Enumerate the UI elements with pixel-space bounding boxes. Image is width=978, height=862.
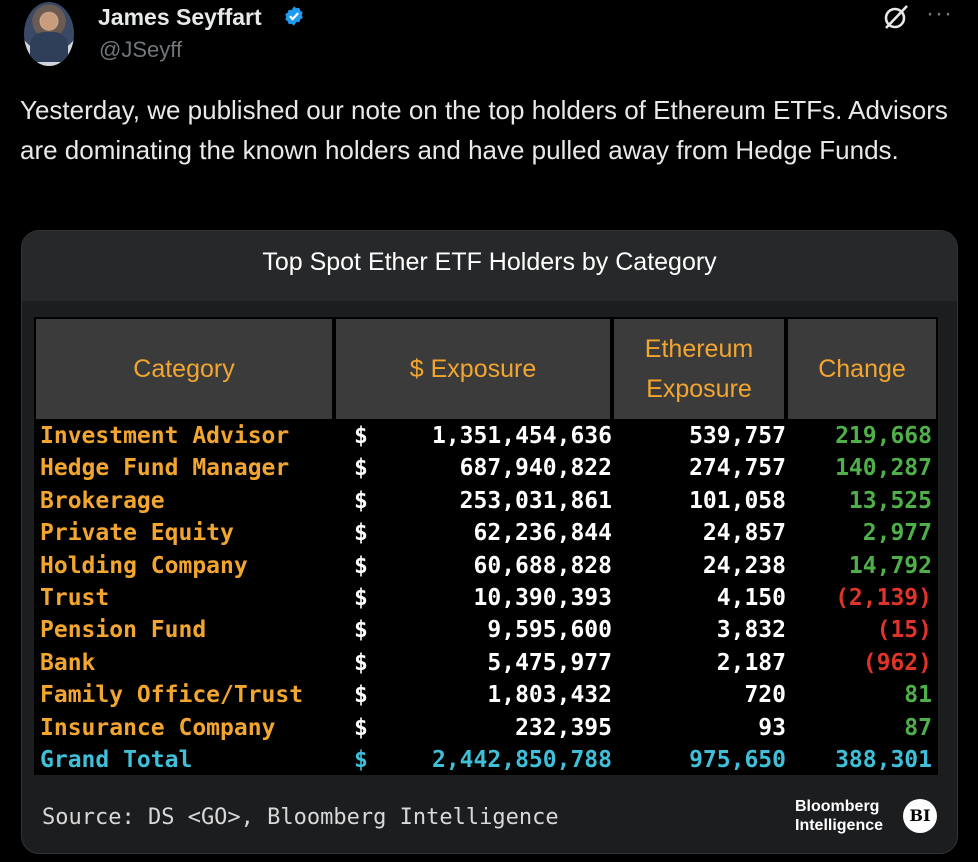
dollar-sign-cell: $ <box>354 746 368 773</box>
table-row: Pension Fund $9,595,600 3,832 (15) <box>34 615 938 647</box>
table-row: Hedge Fund Manager $687,940,822 274,757 140… <box>34 453 938 485</box>
dollar-sign-cell: $ <box>354 617 368 644</box>
table-row: Investment Advisor $1,351,454,636 539,757 2… <box>34 421 938 453</box>
dollar-sign-cell: $ <box>354 455 368 482</box>
dollar-exposure-cell: 62,236,844 <box>473 520 612 547</box>
dollar-exposure-cell: 1,803,432 <box>487 682 612 709</box>
dollar-sign-cell: $ <box>354 682 368 709</box>
category-cell: Brokerage <box>40 487 165 514</box>
dollar-exposure-cell: 5,475,977 <box>487 649 612 676</box>
dollar-exposure-cell: 687,940,822 <box>459 455 612 482</box>
dollar-sign-cell: $ <box>354 552 368 579</box>
author-handle[interactable]: @JSeyff <box>99 37 183 62</box>
dollar-exposure-cell: 1,351,454,636 <box>431 423 612 449</box>
column-header-change: Change <box>788 319 936 419</box>
ethereum-exposure-cell: 24,238 <box>702 552 786 579</box>
ethereum-exposure-cell: 975,650 <box>689 746 786 773</box>
dollar-sign-cell: $ <box>354 584 368 611</box>
chart-title: Top Spot Ether ETF Holders by Category <box>22 231 957 301</box>
ethereum-exposure-cell: 101,058 <box>689 487 786 514</box>
more-icon[interactable]: ··· <box>926 0 953 27</box>
change-cell: 14,792 <box>848 552 932 579</box>
change-cell: 388,301 <box>835 746 932 773</box>
dollar-sign-cell: $ <box>354 520 368 547</box>
ethereum-exposure-cell: 2,187 <box>716 649 786 676</box>
dollar-exposure-cell: 253,031,861 <box>459 487 612 514</box>
change-cell: 2,977 <box>862 520 932 547</box>
table-row: Private Equity $62,236,844 24,857 2,977 <box>34 518 938 550</box>
category-cell: Hedge Fund Manager <box>40 455 290 482</box>
tweet-media-image[interactable]: Top Spot Ether ETF Holders by Category C… <box>21 230 958 854</box>
tweet-text: Yesterday, we published our note on the … <box>20 95 948 165</box>
table-row: Holding Company $60,688,828 24,238 14,792 <box>34 551 938 583</box>
ethereum-exposure-cell: 274,757 <box>689 455 786 482</box>
author-name[interactable]: James Seyffart <box>98 4 262 30</box>
table-body: Investment Advisor $1,351,454,636 539,757 2… <box>34 421 938 777</box>
ethereum-exposure-cell: 24,857 <box>702 520 786 547</box>
author-avatar[interactable] <box>24 2 74 66</box>
holders-table: Category $ Exposure Ethereum Exposure Ch… <box>34 317 938 775</box>
change-cell: 140,287 <box>835 455 932 482</box>
category-cell: Investment Advisor <box>40 423 290 449</box>
ethereum-exposure-cell: 93 <box>758 714 786 741</box>
verified-badge-icon <box>285 6 303 26</box>
column-header-ethereum-exposure: Ethereum Exposure <box>614 319 784 419</box>
column-header-dollar-exposure: $ Exposure <box>336 319 610 419</box>
bloomberg-intelligence-logo: Bloomberg Intelligence <box>795 797 883 835</box>
dollar-sign-cell: $ <box>354 714 368 741</box>
ethereum-exposure-cell: 3,832 <box>716 617 786 644</box>
change-cell: 87 <box>904 714 932 741</box>
dollar-exposure-cell: 232,395 <box>515 714 612 741</box>
ethereum-exposure-cell: 4,150 <box>716 584 786 611</box>
dollar-exposure-cell: 2,442,850,788 <box>431 746 612 773</box>
avatar-head <box>41 12 57 30</box>
ethereum-exposure-cell: 720 <box>744 682 786 709</box>
category-cell: Insurance Company <box>40 714 276 741</box>
dollar-sign-cell: $ <box>354 487 368 514</box>
ethereum-exposure-cell: 539,757 <box>689 423 786 449</box>
dollar-exposure-cell: 10,390,393 <box>473 584 612 611</box>
table-row: Bank $5,475,977 2,187 (962) <box>34 648 938 680</box>
dollar-exposure-cell: 60,688,828 <box>473 552 612 579</box>
category-cell: Private Equity <box>40 520 234 547</box>
table-row: Family Office/Trust $1,803,432 720 81 <box>34 680 938 712</box>
logo-line-1: Bloomberg <box>795 798 880 815</box>
category-cell: Grand Total <box>40 746 193 773</box>
change-cell: (962) <box>862 649 932 676</box>
table-row: Trust $10,390,393 4,150 (2,139) <box>34 583 938 615</box>
change-cell: 13,525 <box>848 487 932 514</box>
bi-badge-icon: BI <box>903 799 937 833</box>
column-header-category: Category <box>36 319 332 419</box>
grok-icon[interactable] <box>882 3 910 31</box>
category-cell: Trust <box>40 584 110 611</box>
table-row: Brokerage $253,031,861 101,058 13,525 <box>34 486 938 518</box>
category-cell: Bank <box>40 649 96 676</box>
change-cell: 81 <box>904 682 932 709</box>
change-cell: (2,139) <box>835 584 932 611</box>
category-cell: Holding Company <box>40 552 248 579</box>
change-cell: 219,668 <box>835 423 932 449</box>
chart-source: Source: DS <GO>, Bloomberg Intelligence <box>42 805 559 830</box>
avatar-body <box>30 32 68 62</box>
dollar-sign-cell: $ <box>354 423 368 449</box>
logo-line-2: Intelligence <box>795 817 884 834</box>
category-cell: Pension Fund <box>40 617 207 644</box>
dollar-exposure-cell: 9,595,600 <box>487 617 612 644</box>
change-cell: (15) <box>876 617 932 644</box>
grand-total-row: Grand Total $2,442,850,788 975,650 388,301 <box>34 745 938 777</box>
table-row: Insurance Company $232,395 93 87 <box>34 713 938 745</box>
dollar-sign-cell: $ <box>354 649 368 676</box>
category-cell: Family Office/Trust <box>40 682 304 709</box>
